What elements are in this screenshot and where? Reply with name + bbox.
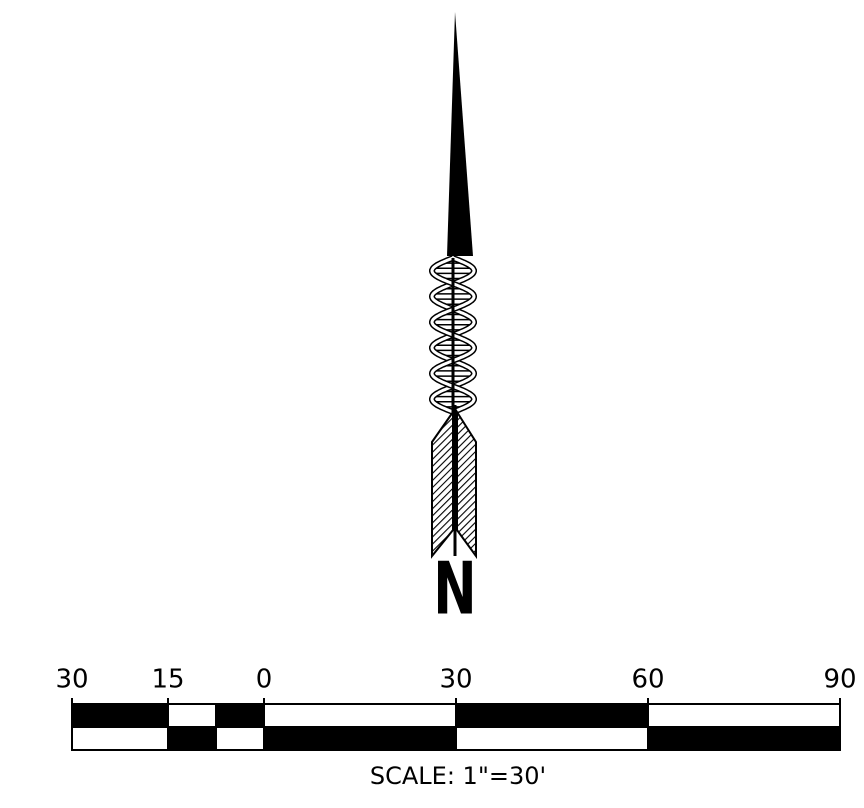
- scale-tick-label: 90: [823, 665, 856, 695]
- scale-segment: [215, 726, 265, 751]
- scale-segment: [167, 726, 217, 751]
- scale-tick-label: 15: [151, 665, 184, 695]
- scale-tick-label: 60: [631, 665, 664, 695]
- scale-segment: [215, 703, 265, 728]
- scale-segment: [167, 703, 217, 728]
- needle: [447, 12, 473, 256]
- scale-tick-label: 30: [439, 665, 472, 695]
- scale-tick-label: 0: [256, 665, 273, 695]
- scale-segment: [647, 703, 841, 728]
- north-label: N: [433, 547, 476, 631]
- scale-segment: [455, 703, 649, 728]
- scale-caption: SCALE: 1"=30': [370, 762, 546, 790]
- arrow-tail: [431, 405, 477, 560]
- scale-segment: [647, 726, 841, 751]
- scale-bar: 30 15 0 30 60 90: [55, 665, 857, 751]
- scale-segment: [71, 726, 169, 751]
- scale-tick-label: 30: [55, 665, 88, 695]
- scale-segment: [263, 726, 457, 751]
- scale-segment: [455, 726, 649, 751]
- scale-segment: [263, 703, 457, 728]
- helix: [428, 255, 478, 415]
- scale-segment: [71, 703, 169, 728]
